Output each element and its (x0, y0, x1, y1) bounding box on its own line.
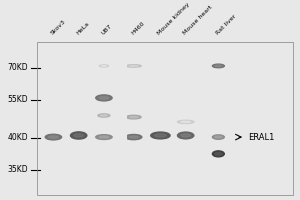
Ellipse shape (126, 65, 141, 67)
Ellipse shape (215, 65, 222, 67)
Ellipse shape (212, 135, 224, 139)
Ellipse shape (99, 136, 109, 138)
Ellipse shape (100, 115, 107, 116)
Text: 55KD: 55KD (8, 95, 28, 104)
Ellipse shape (181, 121, 190, 123)
Text: Skov3: Skov3 (50, 19, 67, 36)
Ellipse shape (129, 136, 139, 138)
Ellipse shape (126, 115, 141, 119)
Text: Rat liver: Rat liver (215, 13, 237, 36)
Ellipse shape (74, 134, 84, 137)
Text: ERAL1: ERAL1 (248, 133, 274, 142)
Ellipse shape (96, 135, 112, 139)
Text: HeLa: HeLa (75, 21, 90, 36)
Text: 35KD: 35KD (8, 165, 28, 174)
Ellipse shape (96, 95, 112, 101)
Ellipse shape (129, 116, 138, 118)
Ellipse shape (212, 151, 224, 157)
Ellipse shape (181, 134, 190, 137)
Ellipse shape (151, 132, 170, 139)
Text: Mouse heart: Mouse heart (182, 4, 213, 36)
Ellipse shape (125, 134, 142, 140)
Text: 70KD: 70KD (8, 63, 28, 72)
Ellipse shape (98, 114, 110, 117)
Ellipse shape (215, 153, 222, 155)
Text: H460: H460 (130, 20, 145, 36)
Ellipse shape (178, 120, 194, 123)
Ellipse shape (212, 64, 224, 68)
Ellipse shape (99, 97, 109, 99)
Text: U87: U87 (100, 23, 113, 36)
Ellipse shape (178, 132, 194, 139)
Text: Mouse kidney: Mouse kidney (157, 1, 191, 36)
Bar (119, 39, 125, 199)
Ellipse shape (154, 134, 166, 137)
Text: 40KD: 40KD (8, 133, 28, 142)
Ellipse shape (49, 136, 58, 138)
Ellipse shape (101, 65, 106, 66)
Ellipse shape (100, 65, 108, 67)
Ellipse shape (129, 65, 138, 66)
Ellipse shape (45, 134, 62, 140)
Ellipse shape (215, 136, 222, 138)
Ellipse shape (70, 132, 87, 139)
